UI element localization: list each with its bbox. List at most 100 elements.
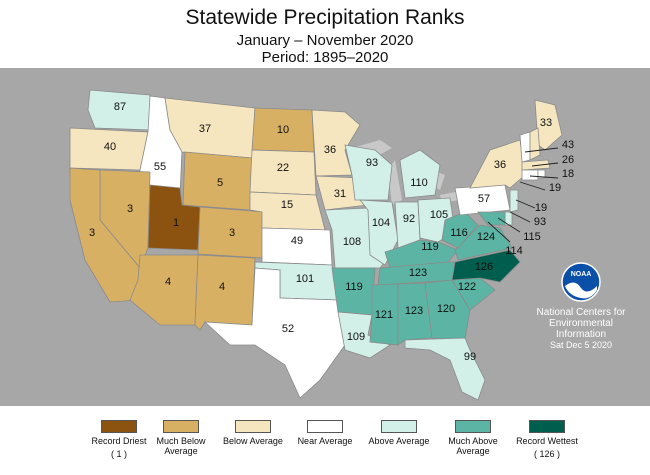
state-nh[interactable] — [529, 127, 541, 161]
rank-mt: 37 — [199, 123, 211, 135]
ncei-line1: National Centers for — [536, 307, 626, 318]
leader-line-md — [497, 217, 521, 233]
rank-ny: 36 — [494, 159, 506, 171]
rank-ar: 119 — [345, 281, 363, 293]
rank-az: 4 — [165, 276, 171, 288]
legend-swatch-much-below — [163, 420, 199, 433]
leader-line-ct — [529, 175, 559, 179]
legend: Record Driest ( 1 ) Much Below Average B… — [0, 420, 650, 475]
ncei-line3: Information — [555, 329, 607, 340]
legend-label-much-above: Much Above Average — [448, 436, 498, 456]
leader-line-ma — [531, 162, 559, 167]
state-il[interactable] — [359, 199, 399, 266]
state-ms[interactable] — [369, 283, 399, 346]
rank-va: 124 — [477, 231, 495, 243]
rank-wa: 87 — [114, 101, 126, 113]
state-al[interactable] — [397, 282, 433, 346]
legend-record-wettest: Record Wettest ( 126 ) — [512, 420, 582, 459]
rank-mo: 108 — [343, 236, 361, 248]
state-wi[interactable] — [344, 144, 393, 201]
legend-near: Near Average — [290, 420, 360, 446]
rank-ia: 31 — [334, 188, 346, 200]
rank-mn: 36 — [324, 144, 336, 156]
state-ga[interactable] — [424, 279, 471, 341]
rank-ky: 119 — [421, 241, 439, 253]
rank-al: 123 — [405, 305, 423, 317]
rank-nv: 3 — [127, 203, 133, 215]
rank-nd: 10 — [277, 124, 289, 136]
legend-swatch-above — [381, 420, 417, 433]
state-ma[interactable] — [521, 159, 551, 171]
rank-nj: 19 — [549, 182, 561, 194]
rank-sc: 122 — [458, 281, 476, 293]
noaa-logo-text: NOAA — [571, 271, 592, 278]
state-ct[interactable] — [521, 169, 539, 181]
state-vt[interactable] — [519, 131, 531, 163]
leader-line-de — [509, 211, 531, 223]
map-subtitle: January – November 2020 — [236, 32, 414, 49]
state-nj[interactable] — [509, 189, 519, 213]
rank-md: 115 — [523, 231, 541, 243]
legend-value-record-driest: ( 1 ) — [110, 449, 127, 459]
state-wa[interactable] — [87, 89, 151, 131]
state-mi[interactable] — [399, 149, 441, 199]
legend-swatch-record-wettest — [529, 420, 565, 433]
noaa-credit: NOAA National Centers for Environmental … — [520, 262, 642, 351]
legend-much-above: Much Above Average — [438, 420, 508, 456]
leader-line-dc — [487, 221, 511, 243]
rank-tx: 52 — [282, 323, 294, 335]
noaa-logo-icon: NOAA — [561, 262, 601, 302]
rank-dc: 114 — [505, 245, 523, 257]
legend-much-below: Much Below Average — [146, 420, 216, 456]
rank-wy: 5 — [217, 177, 223, 189]
leader-line-nj — [519, 181, 546, 191]
rank-co: 3 — [229, 227, 235, 239]
rank-ms: 121 — [375, 309, 393, 321]
rank-fl: 99 — [464, 351, 476, 363]
rank-wi: 93 — [366, 157, 378, 169]
legend-swatch-much-above — [455, 420, 491, 433]
leader-line-nj2 — [515, 199, 536, 209]
state-fl[interactable] — [404, 337, 486, 401]
rank-in: 92 — [403, 213, 415, 225]
rank-ct: 18 — [562, 168, 574, 180]
rank-id: 55 — [154, 161, 166, 173]
rank-ok: 101 — [296, 273, 314, 285]
ncei-line2: Environmental — [549, 318, 613, 329]
rank-ut: 1 — [173, 217, 179, 229]
rank-me: 33 — [540, 117, 552, 129]
legend-label-much-below: Much Below Average — [156, 436, 206, 456]
rank-nh: 43 — [562, 139, 574, 151]
rank-nc: 126 — [475, 261, 493, 273]
rank-ma: 26 — [562, 154, 574, 166]
rank-nj2: 19 — [535, 202, 547, 214]
rank-nm: 4 — [219, 281, 225, 293]
rank-la: 109 — [347, 331, 365, 343]
state-md[interactable] — [477, 211, 506, 226]
rank-wv: 116 — [450, 227, 468, 239]
rank-ca: 3 — [89, 227, 95, 239]
legend-label-record-wettest: Record Wettest — [516, 436, 578, 446]
map-period: Period: 1895–2020 — [261, 49, 389, 66]
map-title: Statewide Precipitation Ranks — [185, 6, 465, 29]
state-ri[interactable] — [537, 169, 546, 179]
legend-label-record-driest: Record Driest — [91, 436, 147, 446]
legend-below: Below Average — [218, 420, 288, 446]
state-tx[interactable] — [203, 267, 346, 399]
rank-il: 104 — [372, 217, 390, 229]
date-stamp: Sat Dec 5 2020 — [549, 340, 613, 350]
rank-de: 93 — [534, 216, 546, 228]
rank-pa: 57 — [478, 193, 490, 205]
rank-sd: 22 — [277, 162, 289, 174]
state-nc[interactable] — [451, 249, 521, 283]
rank-tn: 123 — [409, 267, 427, 279]
rank-oh: 105 — [430, 209, 448, 221]
legend-label-above: Above Average — [368, 436, 430, 446]
legend-above: Above Average — [364, 420, 434, 446]
legend-swatch-near — [307, 420, 343, 433]
rank-ks: 49 — [291, 235, 303, 247]
rank-ne: 15 — [281, 199, 293, 211]
legend-value-record-wettest: ( 126 ) — [533, 449, 560, 459]
legend-swatch-record-driest — [101, 420, 137, 433]
